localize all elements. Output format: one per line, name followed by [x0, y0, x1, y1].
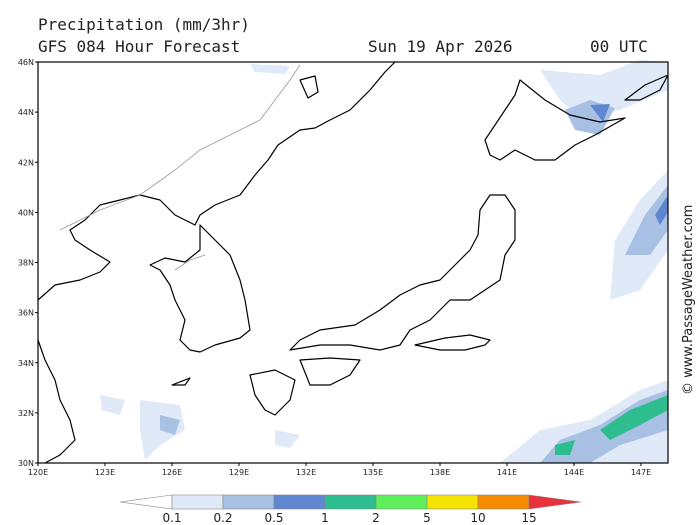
borders: [59, 64, 301, 271]
lon-label: 129E: [229, 468, 249, 477]
colorbar-segment: [324, 494, 377, 510]
lon-label: 138E: [430, 468, 450, 477]
lat-label: 38N: [18, 259, 34, 268]
colorbar-segment: [375, 494, 428, 510]
lon-label: 132E: [296, 468, 316, 477]
colorbar-segment: [273, 494, 326, 510]
coastlines: [37, 61, 669, 464]
colorbar-segment: [426, 494, 479, 510]
lon-label: 135E: [363, 468, 383, 477]
lon-label: 147E: [631, 468, 651, 477]
lat-label: 34N: [18, 359, 34, 368]
time: 00 UTC: [590, 37, 648, 56]
colorbar: 0.1 0.2 0.5 1 2 5 10 15: [119, 494, 582, 525]
lat-label: 40N: [18, 208, 34, 217]
lat-label: 44N: [18, 108, 34, 117]
axes: 120E 123E 126E 129E 132E 135E 138E 141E 144E 147E…: [18, 58, 651, 477]
lon-label: 144E: [564, 468, 584, 477]
credit: © www.PassageWeather.com: [681, 205, 696, 395]
lat-label: 36N: [18, 309, 34, 318]
colorbar-segment: [171, 494, 224, 510]
colorbar-label: 5: [423, 511, 431, 525]
lat-label: 30N: [18, 459, 34, 468]
lat-label: 32N: [18, 409, 34, 418]
lon-label: 126E: [162, 468, 182, 477]
colorbar-label: 2: [372, 511, 380, 525]
colorbar-label: 0.1: [162, 511, 181, 525]
colorbar-label: 0.2: [213, 511, 232, 525]
colorbar-label: 0.5: [264, 511, 283, 525]
colorbar-label: 10: [470, 511, 485, 525]
colorbar-arrow: [119, 494, 173, 510]
colorbar-arrow: [528, 494, 582, 510]
lat-label: 42N: [18, 158, 34, 167]
colorbar-label: 15: [521, 511, 536, 525]
lat-label: 46N: [18, 58, 34, 67]
title: Precipitation (mm/3hr): [38, 15, 250, 34]
lon-label: 120E: [28, 468, 48, 477]
colorbar-segment: [477, 494, 530, 510]
colorbar-segment: [222, 494, 275, 510]
lon-label: 141E: [497, 468, 517, 477]
date: Sun 19 Apr 2026: [368, 37, 513, 56]
lon-label: 123E: [95, 468, 115, 477]
colorbar-label: 1: [321, 511, 329, 525]
precipitation-areas: [100, 60, 668, 463]
subtitle: GFS 084 Hour Forecast: [38, 37, 240, 56]
